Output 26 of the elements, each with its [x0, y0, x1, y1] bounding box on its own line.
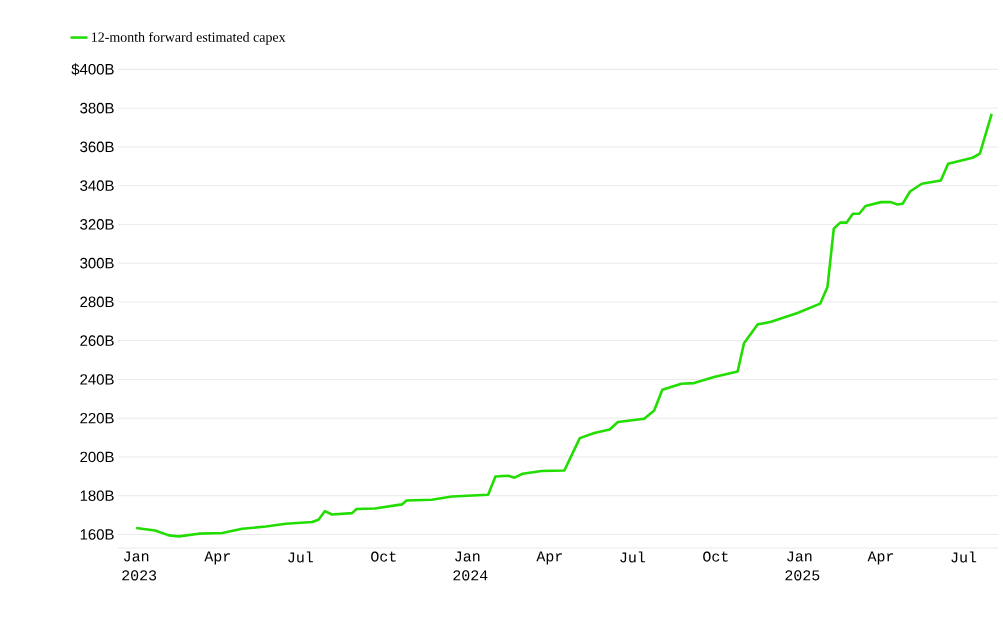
x-tick-label: Apr [204, 551, 230, 565]
y-tick-label: 240B [80, 374, 114, 385]
y-tick-label: 340B [80, 180, 114, 191]
y-tick-label: 200B [80, 451, 114, 463]
y-tick-label: $400B [71, 63, 114, 76]
x-tick-label: Oct [371, 551, 396, 562]
x-tick-label: Apr [867, 551, 894, 565]
x-tick-label: Jan 2024 [453, 551, 488, 581]
x-tick-label: Oct [703, 551, 728, 562]
y-tick-label: 280B [80, 296, 114, 308]
y-tick-label: 360B [80, 141, 114, 153]
y-tick-label: 320B [80, 219, 114, 230]
x-tick-label: Apr [536, 551, 562, 565]
x-tick-label: Jul [288, 551, 313, 563]
y-tick-label: 160B [80, 529, 114, 540]
y-tick-label: 180B [80, 490, 114, 501]
y-tick-label: 300B [80, 257, 114, 269]
y-tick-label: 220B [80, 412, 114, 424]
line-series [134, 112, 993, 538]
y-tick-label: 380B [80, 102, 114, 114]
y-tick-label: 260B [80, 335, 114, 346]
x-tick-label: Jul [951, 551, 977, 563]
x-tick-label: Jul [620, 551, 646, 563]
legend-label: 12-month forward estimated capex [92, 31, 286, 45]
x-tick-label: Jan 2023 [122, 551, 157, 581]
x-tick-label: Jan 2025 [785, 551, 820, 581]
